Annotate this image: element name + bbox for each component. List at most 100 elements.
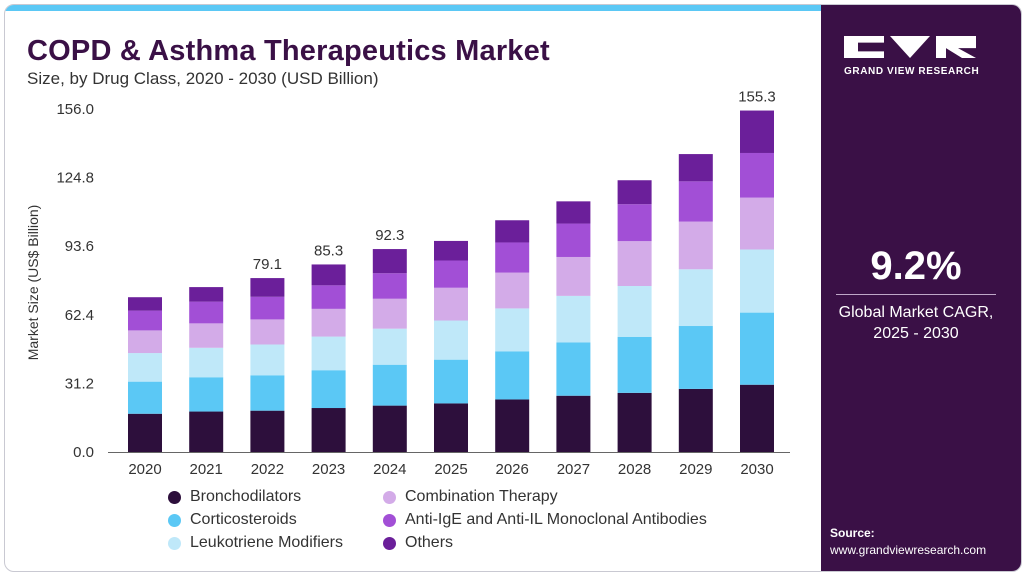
bar-segment-others	[128, 297, 162, 311]
bar-segment-bronchodilators	[495, 399, 530, 452]
legend-item: Corticosteroids	[168, 511, 297, 529]
bar-segment-anti-ige-and-anti-il-monoclonal-antibodies	[250, 296, 285, 320]
bar-total-label: 155.3	[738, 89, 776, 106]
bar-segment-combination-therapy	[556, 256, 591, 296]
x-tick-label: 2020	[128, 461, 161, 478]
legend-label: Bronchodilators	[190, 488, 302, 505]
bar-segment-anti-ige-and-anti-il-monoclonal-antibodies	[372, 273, 407, 299]
bar-segment-bronchodilators	[250, 410, 285, 452]
x-tick-label: 2021	[190, 461, 223, 478]
bar-segment-others	[189, 287, 224, 302]
bar-segment-anti-ige-and-anti-il-monoclonal-antibodies	[556, 223, 591, 257]
x-tick-label: 2022	[251, 461, 284, 478]
bar-segment-leukotriene-modifiers	[678, 269, 713, 327]
y-axis-title: Market Size (US$ Billion)	[25, 205, 41, 361]
bar-segment-anti-ige-and-anti-il-monoclonal-antibodies	[128, 310, 162, 331]
bar-segment-leukotriene-modifiers	[311, 336, 346, 371]
bar-segment-corticosteroids	[617, 336, 652, 393]
bar-total-label: 92.3	[375, 227, 404, 244]
bar-segment-corticosteroids	[372, 364, 407, 406]
brand-name: GRAND VIEW RESEARCH	[844, 66, 980, 77]
legend-label: Leukotriene Modifiers	[190, 534, 343, 551]
legend-swatch-icon	[383, 536, 396, 550]
bar-segment-corticosteroids	[740, 312, 774, 385]
legend-swatch-icon	[383, 490, 396, 504]
bar-segment-bronchodilators	[311, 408, 346, 452]
x-tick-label: 2024	[373, 461, 406, 478]
y-tick-label: 93.6	[65, 238, 94, 255]
bar-segment-others	[372, 249, 407, 274]
y-tick-label: 156.0	[56, 101, 94, 118]
bar-segment-combination-therapy	[740, 197, 774, 250]
legend-label: Others	[405, 534, 454, 551]
bar-segment-bronchodilators	[556, 395, 591, 452]
bar-segment-leukotriene-modifiers	[189, 347, 224, 378]
bar-segment-anti-ige-and-anti-il-monoclonal-antibodies	[434, 260, 468, 288]
source-link[interactable]: www.grandviewresearch.com	[830, 543, 987, 557]
legend-label: Corticosteroids	[190, 511, 297, 528]
legend-label: Combination Therapy	[405, 488, 558, 505]
x-tick-label: 2025	[434, 461, 467, 478]
infographic-card: COPD & Asthma Therapeutics Market Size, …	[4, 4, 1022, 572]
y-tick-label: 62.4	[65, 307, 94, 324]
legend-swatch-icon	[383, 513, 396, 527]
x-tick-label: 2026	[496, 461, 529, 478]
bar-segment-combination-therapy	[434, 287, 468, 321]
bar-segment-bronchodilators	[372, 405, 407, 452]
y-tick-label: 0.0	[73, 444, 94, 461]
source-label: Source:	[830, 526, 875, 540]
bar-segment-corticosteroids	[128, 381, 162, 414]
stacked-bar-chart: 0.0 31.2 62.4 93.6 124.8 156.0 Market Size (US…	[25, 89, 790, 478]
bar-segment-leukotriene-modifiers	[250, 344, 285, 376]
bar-segment-leukotriene-modifiers	[128, 353, 162, 382]
x-tick-label: 2030	[740, 461, 773, 478]
side-panel	[821, 5, 1021, 571]
bar-segment-anti-ige-and-anti-il-monoclonal-antibodies	[617, 204, 652, 242]
x-tick-label: 2028	[618, 461, 651, 478]
bar-segment-others	[740, 110, 774, 153]
legend-item: Combination Therapy	[383, 488, 558, 506]
bar-segment-others	[556, 201, 591, 224]
accent-bar	[5, 5, 821, 11]
y-tick-label: 124.8	[56, 170, 94, 187]
bar-segment-others	[495, 220, 530, 243]
bar-segment-corticosteroids	[678, 326, 713, 389]
bar-segment-combination-therapy	[678, 221, 713, 270]
legend-item: Bronchodilators	[168, 488, 301, 506]
bar-segment-anti-ige-and-anti-il-monoclonal-antibodies	[678, 181, 713, 222]
bar-segment-others	[434, 240, 468, 261]
x-tick-label: 2023	[312, 461, 345, 478]
bar-segment-bronchodilators	[678, 388, 713, 452]
legend-swatch-icon	[168, 513, 181, 527]
bar-segment-bronchodilators	[128, 413, 162, 452]
cagr-value: 9.2%	[870, 244, 962, 288]
bar-total-label: 79.1	[253, 256, 282, 273]
legend-item: Leukotriene Modifiers	[168, 534, 343, 552]
bar-segment-corticosteroids	[189, 377, 224, 412]
bar-segment-anti-ige-and-anti-il-monoclonal-antibodies	[189, 301, 224, 324]
bar-segment-combination-therapy	[128, 330, 162, 354]
bar-segment-leukotriene-modifiers	[617, 285, 652, 337]
bar-segment-combination-therapy	[372, 298, 407, 329]
bar-segment-others	[311, 264, 346, 286]
y-tick-label: 31.2	[65, 375, 94, 392]
bar-segment-anti-ige-and-anti-il-monoclonal-antibodies	[311, 285, 346, 309]
cagr-label: Global Market CAGR, 2025 - 2030	[816, 302, 1016, 344]
chart-title: COPD & Asthma Therapeutics Market	[27, 35, 550, 67]
cagr-label-line1: Global Market CAGR,	[838, 304, 994, 321]
chart-subtitle: Size, by Drug Class, 2020 - 2030 (USD Bi…	[27, 69, 379, 88]
bar-segment-combination-therapy	[495, 272, 530, 309]
legend-item: Anti-IgE and Anti-IL Monoclonal Antibodi…	[383, 511, 707, 529]
bar-segment-combination-therapy	[250, 319, 285, 345]
bar-segment-corticosteroids	[556, 342, 591, 396]
bar-segment-corticosteroids	[495, 351, 530, 400]
bar-segment-combination-therapy	[617, 241, 652, 286]
brand-logo: GRAND VIEW RESEARCH	[844, 36, 984, 77]
bar-segment-corticosteroids	[434, 359, 468, 404]
legend-label: Anti-IgE and Anti-IL Monoclonal Antibodi…	[405, 511, 707, 528]
bar-segment-leukotriene-modifiers	[556, 295, 591, 343]
bar-segment-corticosteroids	[250, 375, 285, 411]
bar-segment-bronchodilators	[617, 392, 652, 452]
bar-segment-bronchodilators	[740, 384, 774, 452]
bar-segment-others	[678, 154, 713, 182]
